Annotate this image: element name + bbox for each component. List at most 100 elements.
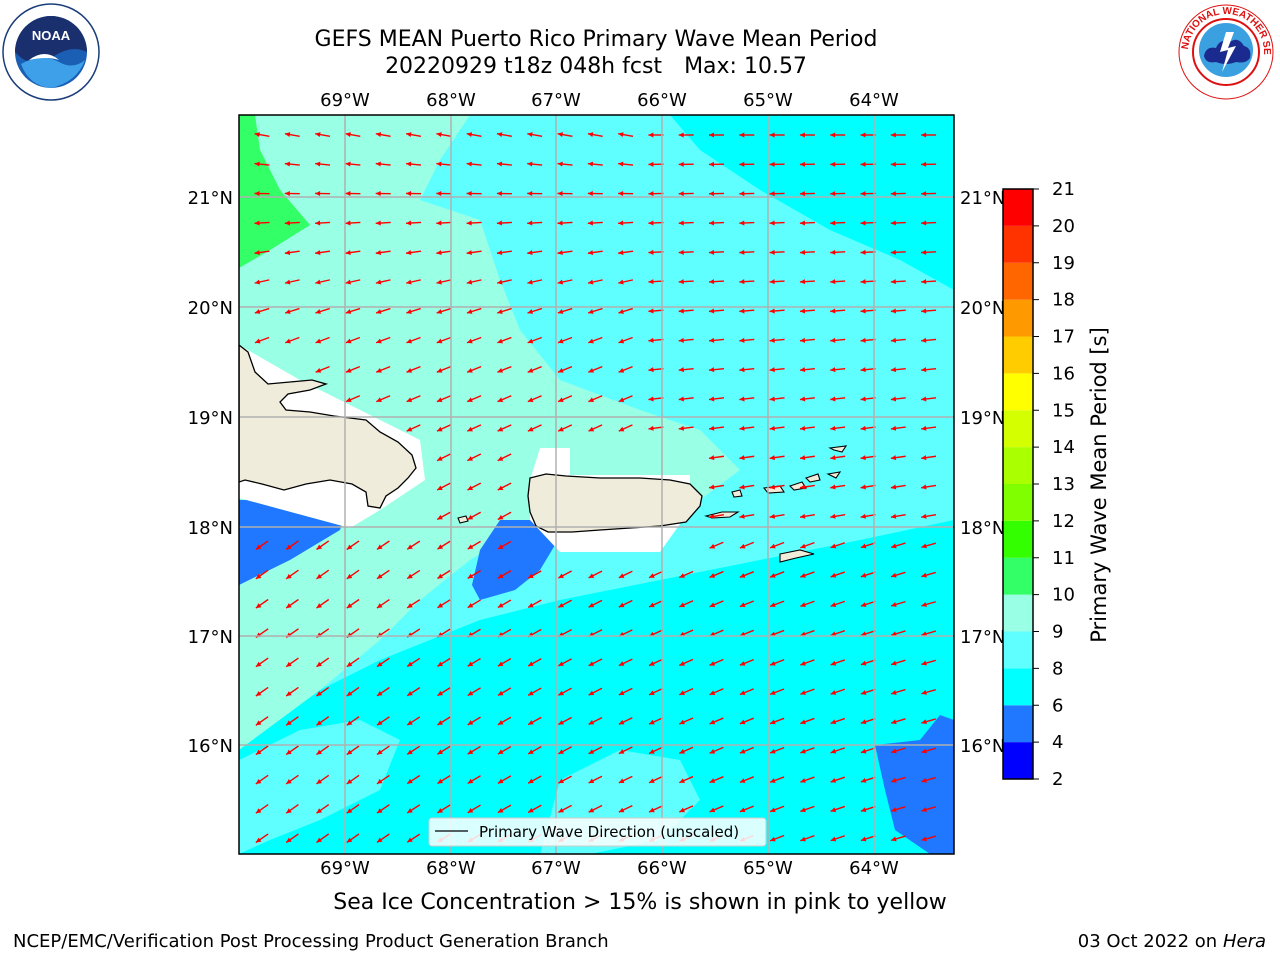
- wave-arrowhead: [437, 544, 444, 550]
- wave-arrowhead: [679, 719, 685, 725]
- wave-arrowhead: [437, 808, 444, 813]
- wave-arrowhead: [255, 808, 262, 814]
- lat-label-left: 21°N: [188, 188, 233, 209]
- wave-arrowhead: [891, 690, 897, 695]
- wave-arrowhead: [254, 161, 260, 167]
- wave-arrowhead: [891, 777, 897, 783]
- wave-arrowhead: [921, 543, 927, 549]
- wave-arrowhead: [769, 425, 775, 431]
- wave-arrowhead: [497, 749, 504, 755]
- wave-arrowhead: [830, 161, 836, 167]
- wave-arrowhead: [437, 690, 444, 696]
- wave-arrowhead: [497, 456, 504, 461]
- wave-arrowhead: [891, 748, 897, 754]
- wave-arrowhead: [769, 367, 775, 373]
- wave-arrowhead: [770, 719, 776, 725]
- wave-arrowhead: [436, 338, 443, 344]
- wave-arrowhead: [739, 308, 745, 314]
- wave-arrowhead: [557, 191, 563, 197]
- wave-arrowhead: [496, 220, 503, 226]
- wave-arrowhead: [558, 602, 564, 608]
- wave-arrowhead: [890, 220, 896, 226]
- wave-arrowhead: [588, 573, 595, 578]
- wave-arrowhead: [618, 338, 625, 344]
- wave-arrowhead: [466, 279, 473, 285]
- wave-arrowhead: [588, 778, 595, 783]
- wave-arrowhead: [436, 426, 443, 432]
- wave-arrowhead: [921, 484, 927, 490]
- footer-host: Hera: [1222, 931, 1266, 952]
- wave-arrowhead: [315, 161, 321, 167]
- wave-arrowhead: [285, 309, 291, 314]
- max-value: Max: 10.57: [684, 54, 807, 79]
- wave-arrowhead: [558, 719, 564, 725]
- wave-arrowhead: [648, 220, 654, 226]
- wave-arrowhead: [709, 308, 715, 314]
- wave-arrowhead: [618, 426, 625, 432]
- wave-arrowhead: [407, 544, 413, 550]
- wave-arrowhead: [739, 513, 745, 519]
- wave-arrowhead: [467, 426, 473, 432]
- wave-arrowhead: [376, 749, 383, 755]
- wave-arrowhead: [587, 161, 594, 167]
- wave-arrowhead: [255, 661, 262, 667]
- wave-arrowhead: [527, 309, 534, 314]
- wave-arrowhead: [860, 367, 866, 373]
- wave-arrowhead: [527, 191, 533, 197]
- wave-arrowhead: [618, 279, 624, 285]
- wave-arrowhead: [254, 191, 260, 197]
- wave-arrowhead: [376, 368, 382, 373]
- wave-arrowhead: [678, 279, 684, 285]
- wave-arrowhead: [830, 396, 836, 402]
- wave-arrowhead: [345, 368, 352, 373]
- colorbar-segment: [1003, 668, 1033, 706]
- wave-arrowhead: [286, 603, 292, 609]
- wave-arrowhead: [648, 249, 654, 255]
- wave-arrowhead: [588, 309, 594, 314]
- wave-arrowhead: [345, 309, 352, 314]
- wave-arrowhead: [557, 250, 563, 256]
- wave-arrowhead: [830, 631, 837, 637]
- wave-arrowhead: [618, 132, 624, 138]
- wave-arrowhead: [921, 719, 927, 725]
- wave-arrowhead: [284, 132, 291, 138]
- wave-arrowhead: [467, 456, 473, 461]
- wave-arrowhead: [648, 367, 654, 373]
- wave-arrowhead: [770, 836, 776, 842]
- wave-arrowhead: [769, 191, 775, 197]
- wave-arrowhead: [496, 161, 503, 167]
- wave-arrowhead: [558, 690, 564, 696]
- wave-arrowhead: [860, 836, 867, 842]
- wave-arrowhead: [830, 572, 837, 578]
- wave-arrowhead: [558, 661, 564, 666]
- colorbar-tick-label: 8: [1052, 658, 1063, 679]
- colorbar-segment: [1003, 631, 1033, 669]
- wave-arrowhead: [587, 191, 593, 197]
- legend-label: Primary Wave Direction (unscaled): [479, 823, 739, 841]
- lon-label-top: 66°W: [637, 90, 687, 111]
- colorbar-segment: [1003, 373, 1033, 411]
- wave-arrowhead: [890, 513, 897, 519]
- wave-arrowhead: [618, 573, 625, 578]
- colorbar-segment: [1003, 225, 1033, 263]
- wave-arrowhead: [466, 191, 472, 197]
- wave-arrowhead: [800, 572, 806, 578]
- wave-arrowhead: [769, 249, 775, 255]
- wave-arrowhead: [891, 631, 897, 637]
- wave-arrowhead: [649, 749, 655, 754]
- wave-arrowhead: [467, 690, 474, 696]
- wave-arrowhead: [678, 367, 684, 373]
- wave-arrowhead: [830, 748, 837, 754]
- wave-arrowhead: [558, 749, 564, 754]
- colorbar-tick-label: 18: [1052, 290, 1075, 311]
- wave-arrowhead: [558, 807, 564, 813]
- wave-arrowhead: [436, 250, 442, 256]
- wave-arrowhead: [557, 161, 563, 167]
- wave-arrowhead: [799, 396, 806, 402]
- wave-arrowhead: [346, 808, 353, 814]
- wave-arrowhead: [921, 777, 927, 783]
- wave-arrowhead: [709, 161, 715, 167]
- island-mona: [457, 515, 469, 524]
- wave-arrowhead: [284, 250, 291, 256]
- sea-ice-caption: Sea Ice Concentration > 15% is shown in …: [333, 890, 947, 915]
